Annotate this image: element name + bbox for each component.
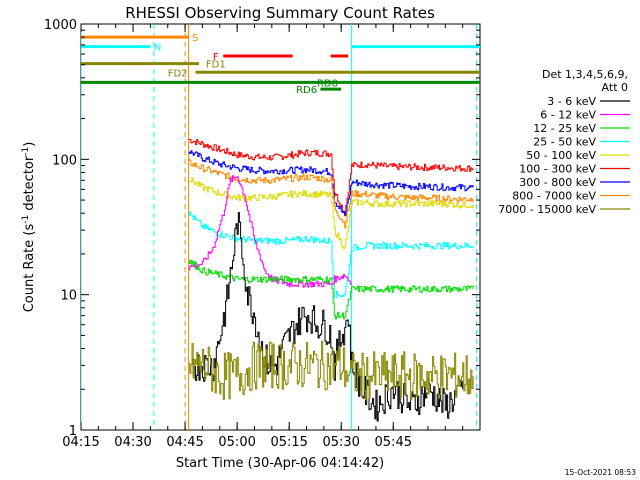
series-line-0 — [188, 139, 474, 217]
y-axis: 1 10 100 1000 — [44, 18, 480, 439]
flag-label-n: N — [154, 43, 161, 54]
y-axis-label-main: Count Rate (s — [22, 224, 37, 313]
series-line-8 — [188, 340, 474, 401]
x-axis: 04:15 04:30 04:45 05:00 05:15 05:30 05:45 — [62, 24, 481, 450]
series-line-1 — [188, 150, 474, 216]
flag-label-rd6: RD6 — [296, 85, 317, 96]
x-axis-label: Start Time (30-Apr-06 04:14:42) — [176, 456, 384, 471]
legend-label-4: 50 - 100 keV — [526, 149, 596, 162]
x-tick-label-5: 05:30 — [322, 435, 359, 450]
series-line-2 — [188, 158, 474, 229]
legend-label-6: 300 - 800 keV — [519, 176, 596, 189]
y-axis-label-tail: detector — [22, 155, 37, 215]
y-axis-label: Count Rate (s-1 detector-1) — [21, 142, 37, 313]
flag-label-f: F — [213, 52, 219, 63]
legend-label-3: 25 - 50 keV — [533, 136, 596, 149]
x-tick-label-6: 05:45 — [375, 435, 412, 450]
x-tick-label-0: 04:15 — [62, 435, 99, 450]
legend-label-8: 7000 - 15000 keV — [498, 203, 596, 216]
legend-subheader: Att 0 — [602, 81, 628, 94]
flag-label-rd8: RD8 — [317, 78, 338, 89]
y-tick-label-3: 1000 — [44, 18, 77, 33]
y-tick-label-2: 100 — [52, 153, 77, 168]
legend-label-1: 6 - 12 keV — [540, 109, 596, 122]
legend-label-2: 12 - 25 keV — [533, 122, 596, 135]
flag-label-fd1: FD1 — [206, 60, 226, 71]
series-line-6 — [188, 259, 474, 320]
x-tick-label-3: 05:00 — [218, 435, 255, 450]
y-tick-label-1: 10 — [60, 289, 77, 304]
y-axis-label-close: ) — [22, 142, 37, 147]
y-axis-label-sup2: -1 — [21, 147, 31, 156]
flag-label-s: S — [192, 33, 198, 44]
legend-label-0: 3 - 6 keV — [547, 95, 596, 108]
plot-content — [81, 24, 480, 430]
x-tick-label-1: 04:30 — [114, 435, 151, 450]
flag-label-fd2: FD2 — [168, 68, 188, 79]
footer-timestamp: 15-Oct-2021 08:53 — [565, 468, 636, 477]
legend-label-5: 100 - 300 keV — [519, 163, 596, 176]
legend-label-7: 800 - 7000 keV — [512, 190, 596, 203]
chart-title: RHESSI Observing Summary Count Rates — [125, 4, 435, 22]
x-tick-label-4: 05:15 — [270, 435, 307, 450]
series-line-4 — [188, 211, 474, 299]
legend-header: Det 1,3,4,5,6,9, — [542, 68, 628, 81]
y-axis-label-sup: -1 — [21, 215, 31, 224]
y-tick-label-0: 1 — [69, 424, 77, 439]
x-tick-label-2: 04:45 — [166, 435, 203, 450]
series-line-3 — [188, 177, 474, 249]
